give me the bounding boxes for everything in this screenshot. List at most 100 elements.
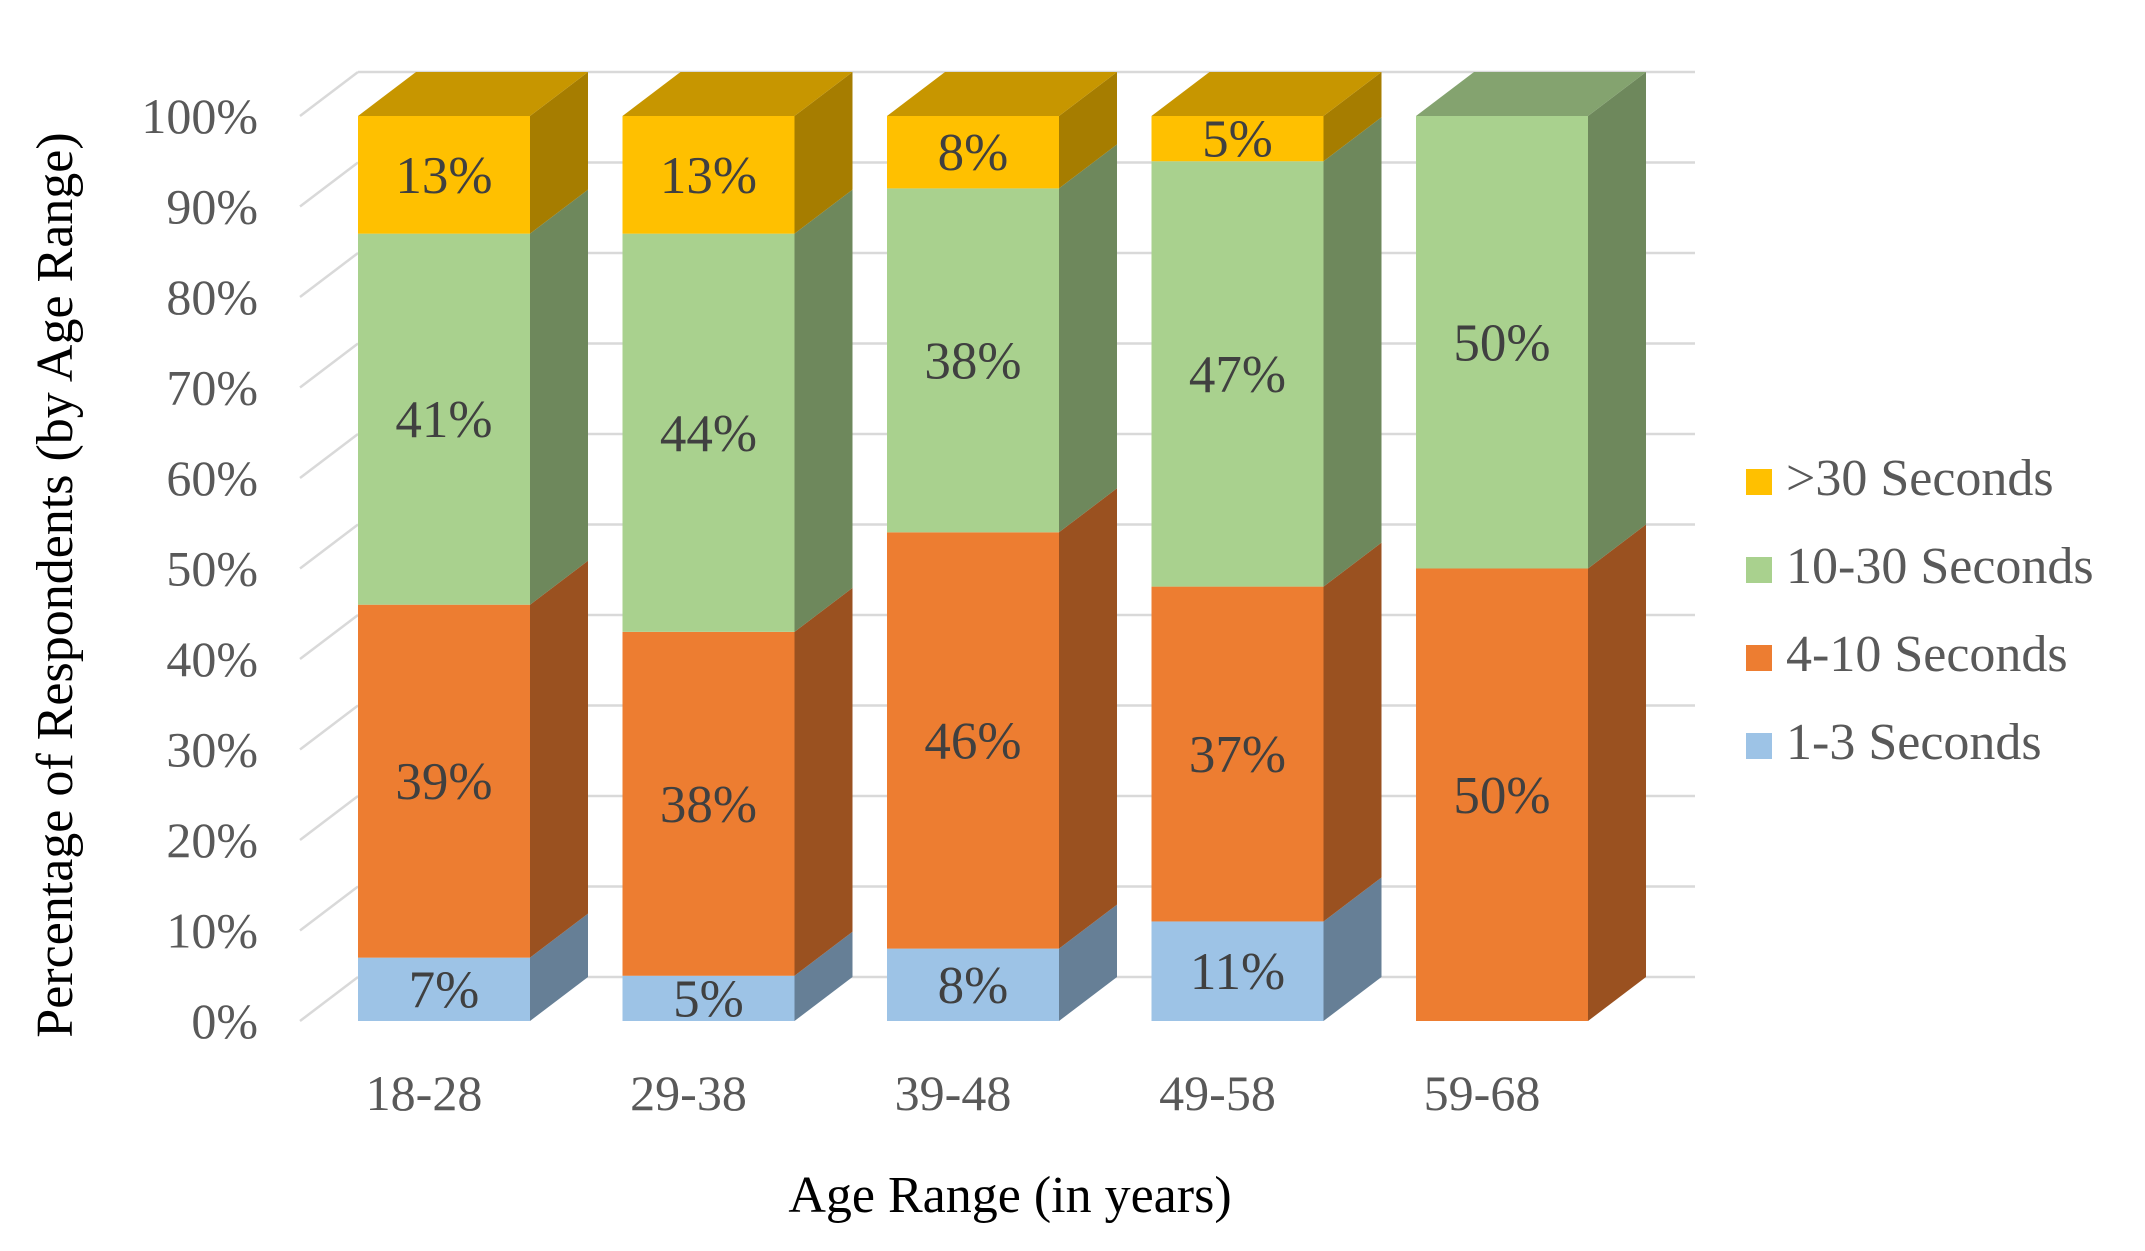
bar-segment: 50% bbox=[1416, 524, 1646, 1021]
legend-swatch bbox=[1746, 733, 1772, 759]
data-label: 13% bbox=[395, 147, 492, 205]
x-tick-label: 39-48 bbox=[895, 1065, 1012, 1121]
data-label: 13% bbox=[660, 147, 757, 205]
data-label: 44% bbox=[660, 405, 757, 463]
bar-side-face bbox=[1059, 488, 1117, 949]
gridline-depth bbox=[299, 795, 359, 841]
data-label: 41% bbox=[395, 391, 492, 449]
data-label: 11% bbox=[1190, 943, 1285, 1001]
bar bbox=[1151, 921, 1324, 1021]
bar bbox=[1416, 116, 1588, 569]
data-label: 5% bbox=[1202, 111, 1273, 169]
legend-item: 10-30 Seconds bbox=[1746, 538, 2094, 595]
gridline-depth bbox=[299, 976, 359, 1022]
legend-label: 10-30 Seconds bbox=[1786, 538, 2094, 595]
gridline-depth bbox=[299, 342, 359, 389]
bar-side-face bbox=[1323, 877, 1382, 1021]
bar bbox=[1151, 161, 1324, 587]
bar bbox=[622, 116, 795, 234]
legend-item: >30 Seconds bbox=[1746, 450, 2054, 507]
bar-side-face bbox=[794, 189, 853, 632]
data-label: 8% bbox=[938, 957, 1009, 1015]
bar-segment: 7% bbox=[358, 913, 588, 1021]
bar-side-face bbox=[1588, 524, 1646, 1021]
data-label: 50% bbox=[1453, 314, 1550, 372]
legend-item: 1-3 Seconds bbox=[1746, 714, 2042, 771]
bar bbox=[1416, 568, 1588, 1021]
data-label: 8% bbox=[938, 124, 1009, 182]
bar bbox=[622, 975, 795, 1021]
legend: >30 Seconds 10-30 Seconds 4-10 Seconds 1-3 … bbox=[1746, 450, 2094, 771]
data-label: 37% bbox=[1189, 726, 1286, 784]
bar-segment: 39% bbox=[358, 560, 588, 958]
bar bbox=[887, 948, 1059, 1021]
bar-segment: 37% bbox=[1151, 542, 1382, 922]
legend-item: 4-10 Seconds bbox=[1746, 626, 2068, 683]
bar-side-face bbox=[794, 72, 853, 234]
data-label: 38% bbox=[660, 776, 757, 834]
y-tick-label: 10% bbox=[166, 903, 258, 959]
bar-segment: 11% bbox=[1151, 877, 1382, 1021]
gridline-depth bbox=[299, 614, 359, 660]
bar-segment: 38% bbox=[887, 144, 1117, 533]
y-tick-label: 20% bbox=[166, 812, 258, 868]
legend-label: >30 Seconds bbox=[1786, 450, 2054, 507]
bar-side-face bbox=[530, 913, 588, 1021]
gridline-depth bbox=[299, 523, 359, 570]
legend-swatch bbox=[1746, 469, 1772, 495]
data-label: 46% bbox=[924, 712, 1021, 770]
y-tick-label: 90% bbox=[166, 179, 258, 235]
bar bbox=[622, 631, 795, 976]
data-label: 38% bbox=[924, 332, 1021, 390]
legend-label: 4-10 Seconds bbox=[1786, 626, 2068, 683]
bar-side-face bbox=[1059, 72, 1117, 189]
legend-swatch bbox=[1746, 645, 1772, 671]
y-tick-label: 30% bbox=[166, 722, 258, 778]
data-label: 5% bbox=[673, 970, 744, 1028]
bar bbox=[887, 532, 1059, 949]
bar bbox=[622, 233, 795, 632]
bar-side-face bbox=[530, 72, 588, 234]
bar-segment: 44% bbox=[622, 189, 853, 632]
legend-swatch bbox=[1746, 557, 1772, 583]
bar-segment: 46% bbox=[887, 488, 1117, 949]
bar bbox=[1151, 116, 1324, 162]
data-label: 47% bbox=[1189, 346, 1286, 404]
bar-top-face bbox=[358, 72, 588, 116]
y-tick-label: 100% bbox=[141, 88, 258, 144]
bar-side-face bbox=[530, 189, 588, 605]
gridline-depth bbox=[299, 252, 359, 298]
bar-segment: 38% bbox=[622, 587, 853, 976]
data-label: 7% bbox=[409, 961, 480, 1019]
bar-segment: 8% bbox=[887, 904, 1117, 1021]
bar-side-face bbox=[1588, 72, 1646, 569]
bar-side-face bbox=[794, 587, 853, 976]
x-axis-ticks: 18-28 29-38 39-48 49-58 59-68 bbox=[366, 1065, 1541, 1121]
bar-segment: 8% bbox=[887, 72, 1117, 189]
gridline-depth bbox=[299, 433, 359, 479]
legend-label: 1-3 Seconds bbox=[1786, 714, 2042, 771]
gridline-depth bbox=[299, 161, 359, 208]
bar bbox=[1151, 586, 1324, 922]
bars: 7% 39% 41% 13% 5% 38% 44% 13% 8% 46% 38% 8% 11% 37% 47… bbox=[358, 72, 1646, 1028]
bar-side-face bbox=[794, 931, 853, 1021]
y-tick-label: 0% bbox=[191, 993, 258, 1049]
bar-segment: 50% bbox=[1416, 72, 1646, 569]
gridline-depth bbox=[299, 71, 359, 117]
x-axis-title: Age Range (in years) bbox=[788, 1167, 1231, 1224]
bar-segment: 41% bbox=[358, 189, 588, 605]
y-axis-title: Percentage of Respondents (by Age Range) bbox=[27, 132, 84, 1037]
bar-top-face bbox=[887, 72, 1117, 116]
bar-top-face bbox=[1151, 72, 1382, 116]
bar-side-face bbox=[1323, 72, 1382, 162]
data-label: 39% bbox=[395, 753, 492, 811]
y-tick-label: 40% bbox=[166, 631, 258, 687]
y-tick-label: 70% bbox=[166, 360, 258, 416]
bar bbox=[887, 116, 1059, 189]
y-axis-ticks: 0% 10% 20% 30% 40% 50% 60% 70% 80% 90% 100% bbox=[141, 88, 258, 1049]
y-tick-label: 60% bbox=[166, 450, 258, 506]
bar-side-face bbox=[1323, 542, 1382, 922]
y-tick-label: 80% bbox=[166, 269, 258, 325]
gridline-depth bbox=[299, 704, 359, 751]
